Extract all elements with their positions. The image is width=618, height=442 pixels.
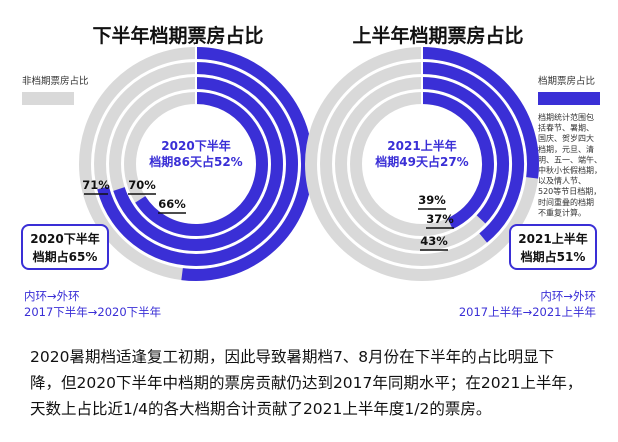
right-ring-2-schedule-arc — [421, 62, 524, 243]
left-center-text-line2: 档期86天占52% — [149, 154, 242, 169]
left-order-note-line1: 内环→外环 — [24, 289, 80, 303]
note-line: 明、五一、端午、 — [538, 154, 602, 164]
left-ring-1-schedule-arc — [113, 77, 283, 251]
right-chart-title: 上半年档期票房占比 — [352, 24, 523, 47]
left-ring-2-schedule-arc — [97, 62, 298, 266]
footer-paragraph: 2020暑期档适逢复工初期，因此导致暑期档7、8月份在下半年的占比明显下 降，但… — [30, 344, 600, 422]
legend-schedule-label: 档期票房占比 — [538, 75, 595, 87]
right-ring-label-outer: 43% — [420, 234, 448, 248]
charts-canvas: 下半年档期票房占比 上半年档期票房占比 非档期票房占比 档期票房占比 档期统计范… — [21, 24, 602, 319]
note-line: 不重复计算。 — [538, 207, 586, 217]
right-ring-1-schedule-arc — [421, 77, 509, 224]
note-text-block: 档期统计范围包括春节、暑期、国庆、贺岁四大档期，元旦、清明、五一、端午、中秋小长… — [538, 112, 602, 217]
left-order-note-line2: 2017下半年→2020下半年 — [24, 305, 161, 319]
left-ring-0-schedule-arc — [135, 92, 268, 236]
right-donut-chart — [305, 44, 539, 281]
footer-line: 天数上占比近1/4的各大档期合计贡献了2021上半年度1/2的票房。 — [30, 400, 492, 418]
footer-line: 2020暑期档适逢复工初期，因此导致暑期档7、8月份在下半年的占比明显下 — [30, 348, 555, 366]
right-summary-box — [509, 224, 597, 270]
legend-non-schedule-swatch — [22, 92, 74, 105]
left-summary-line1: 2020下半年 — [30, 231, 99, 246]
note-line: 中秋小长假档期， — [538, 165, 602, 175]
left-summary-box — [21, 224, 109, 270]
legend-schedule-swatch — [538, 92, 600, 105]
legend-non-schedule-label: 非档期票房占比 — [22, 75, 89, 87]
left-center-text-line1: 2020下半年 — [161, 138, 230, 153]
note-line: 档期统计范围包 — [538, 112, 594, 122]
note-line: 括春节、暑期、 — [538, 123, 594, 133]
note-line: 时间重叠的档期 — [538, 197, 594, 207]
note-line: 档期，元旦、清 — [538, 144, 594, 154]
right-summary-line2: 档期占51% — [521, 249, 586, 264]
right-center-text-line1: 2021上半年 — [387, 138, 456, 153]
right-summary-line1: 2021上半年 — [518, 231, 587, 246]
right-ring-3-schedule-arc — [421, 47, 539, 179]
note-line: 国庆、贺岁四大 — [538, 133, 594, 143]
left-chart-title: 下半年档期票房占比 — [92, 24, 263, 47]
note-line: 以及情人节、 — [538, 176, 586, 186]
left-ring-label-inner: 66% — [158, 197, 186, 211]
right-ring-0-schedule-arc — [421, 92, 494, 230]
right-center-text-line2: 档期49天占27% — [375, 154, 468, 169]
right-order-note-line2: 2017上半年→2021上半年 — [459, 305, 596, 319]
note-line: 520等节日档期， — [538, 186, 601, 196]
right-ring-label-middle: 37% — [426, 212, 454, 226]
left-ring-label-middle: 70% — [128, 178, 156, 192]
footer-line: 降，但2020下半年中档期的票房贡献仍达到2017年同期水平；在2021上半年， — [30, 374, 583, 392]
right-ring-label-inner: 39% — [418, 193, 446, 207]
left-summary-line2: 档期占65% — [33, 249, 98, 264]
right-order-note-line1: 内环→外环 — [540, 289, 596, 303]
left-ring-label-outer: 71% — [82, 178, 110, 192]
